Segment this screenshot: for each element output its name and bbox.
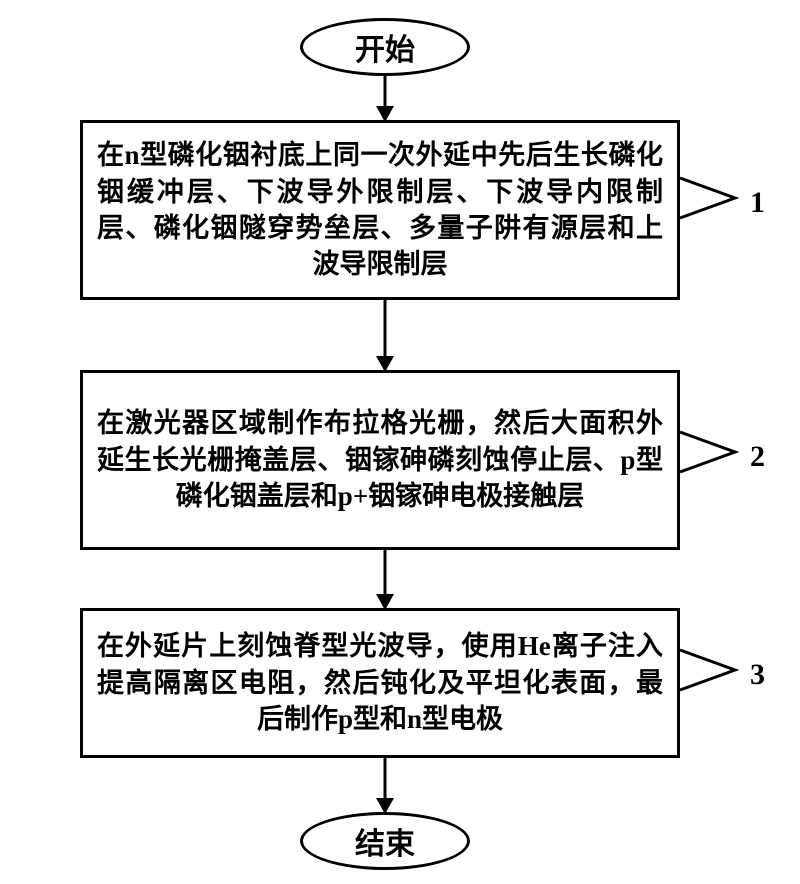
callout-connector-2 bbox=[680, 432, 735, 472]
process-step-2-text: 在激光器区域制作布拉格光栅，然后大面积外延生长光栅掩盖层、铟镓砷磷刻蚀停止层、p… bbox=[97, 405, 663, 514]
end-label: 结束 bbox=[355, 819, 415, 863]
start-terminator: 开始 bbox=[300, 18, 470, 76]
flowchart-canvas: 开始 在n型磷化铟衬底上同一次外延中先后生长磷化铟缓冲层、下波导外限制层、下波导… bbox=[0, 0, 800, 884]
callout-connector-1 bbox=[680, 178, 735, 218]
process-step-1-text: 在n型磷化铟衬底上同一次外延中先后生长磷化铟缓冲层、下波导外限制层、下波导内限制… bbox=[97, 137, 663, 283]
process-step-1: 在n型磷化铟衬底上同一次外延中先后生长磷化铟缓冲层、下波导外限制层、下波导内限制… bbox=[80, 120, 680, 300]
process-step-3: 在外延片上刻蚀脊型光波导，使用He离子注入提高隔离区电阻，然后钝化及平坦化表面，… bbox=[80, 608, 680, 758]
end-terminator: 结束 bbox=[300, 812, 470, 870]
process-step-2: 在激光器区域制作布拉格光栅，然后大面积外延生长光栅掩盖层、铟镓砷磷刻蚀停止层、p… bbox=[80, 370, 680, 550]
callout-label-2: 2 bbox=[750, 440, 765, 474]
callout-label-1: 1 bbox=[750, 186, 765, 220]
process-step-3-text: 在外延片上刻蚀脊型光波导，使用He离子注入提高隔离区电阻，然后钝化及平坦化表面，… bbox=[97, 628, 663, 737]
callout-connector-3 bbox=[680, 650, 735, 690]
callout-label-3: 3 bbox=[750, 658, 765, 692]
start-label: 开始 bbox=[355, 25, 415, 69]
